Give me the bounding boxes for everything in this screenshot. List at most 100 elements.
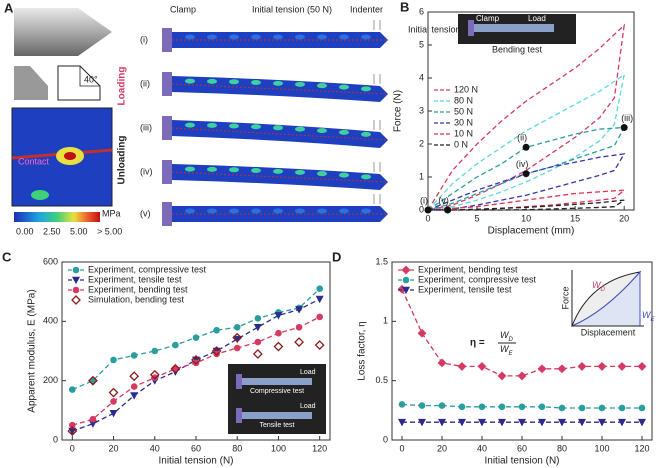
tension-label: Initial tension (50 N)	[252, 4, 332, 14]
stress-spot	[207, 78, 217, 84]
y-axis-label: Apparent modulus, E (MPa)	[27, 289, 38, 412]
marker	[109, 410, 118, 418]
legend-marker	[71, 276, 81, 285]
stress-spot	[185, 166, 195, 172]
legend-label: 30 N	[454, 117, 473, 127]
cone-render	[14, 8, 112, 56]
inset-beam	[474, 24, 554, 32]
y-tick-label: 400	[43, 316, 58, 326]
x-tick-label: 20	[109, 443, 119, 453]
y-tick-label: 1	[419, 171, 424, 181]
stress-spot	[229, 123, 239, 129]
legend-label: Experiment, compressive test	[88, 264, 207, 274]
beam-simulations: (i) (ii) (iii) (iv) (v)	[140, 20, 388, 226]
stress-spot	[207, 166, 217, 172]
series-line	[427, 189, 627, 211]
marker	[537, 418, 547, 427]
marker	[557, 364, 567, 374]
inset-text: Force	[560, 286, 570, 309]
stage-label: (iii)	[140, 122, 152, 132]
marker	[315, 295, 324, 304]
den: W	[500, 344, 510, 354]
y-axis-label: Loss factor, η	[357, 321, 368, 380]
panel-label: A	[4, 0, 14, 15]
marker	[518, 403, 526, 411]
indenter	[373, 20, 381, 30]
colorbar-ticks: 0.00 2.50 5.00 > 5.00	[16, 226, 122, 236]
y-tick-label: 600	[43, 256, 58, 266]
y-tick-label: 200	[43, 375, 58, 385]
stress-spot	[185, 78, 195, 84]
den-sub: E	[509, 351, 514, 357]
x-tick-label: 100	[271, 443, 286, 453]
inset	[228, 364, 326, 434]
x-tick-label: 100	[594, 443, 609, 453]
x-tick-label: 80	[557, 443, 567, 453]
stress-spot	[317, 208, 327, 214]
marker	[254, 338, 262, 346]
marker	[437, 418, 447, 427]
x-tick-label: 120	[634, 443, 649, 453]
marker	[398, 401, 406, 408]
clamp	[162, 116, 172, 140]
marker	[192, 334, 200, 341]
marker	[417, 328, 427, 338]
legend-marker	[401, 265, 411, 275]
marker	[151, 374, 159, 382]
y-tick-label: 1.5	[375, 256, 388, 266]
marker	[273, 341, 284, 352]
legend-label: Experiment, compressive test	[418, 274, 537, 284]
x-tick-label: 15	[570, 213, 580, 223]
stress-spot	[185, 208, 195, 214]
marker	[130, 392, 139, 400]
marker	[618, 404, 626, 412]
marker	[457, 418, 467, 427]
marker	[498, 403, 506, 411]
y-tick-label: 0	[383, 434, 388, 444]
stress-spot	[361, 86, 371, 92]
legend-label: Experiment, tensile test	[88, 274, 182, 284]
marker	[638, 404, 646, 412]
series-line	[427, 126, 626, 211]
stress-spot	[317, 83, 327, 89]
marker	[557, 418, 567, 427]
marker	[110, 398, 117, 405]
marker	[233, 323, 241, 331]
fe-hotspot-core	[64, 152, 76, 160]
marker	[274, 312, 283, 320]
marker	[497, 418, 507, 427]
legend-marker	[71, 295, 81, 305]
marker	[151, 347, 159, 355]
state-point	[522, 143, 530, 151]
x-tick-label: 0	[399, 443, 404, 453]
marker	[170, 363, 181, 374]
stress-spot	[339, 208, 349, 214]
x-axis-label: Initial tension (N)	[158, 456, 233, 467]
series-line	[428, 199, 625, 211]
legend-label: 50 N	[454, 106, 473, 116]
y-tick-label: 6	[419, 6, 424, 16]
tip-outline	[57, 65, 101, 101]
marker	[130, 352, 138, 359]
series-line	[427, 153, 626, 211]
marker	[597, 418, 607, 427]
stress-spot	[339, 84, 349, 90]
formula-den: WE	[500, 344, 514, 356]
stress-spot	[273, 168, 283, 174]
stress-spot	[185, 122, 195, 128]
y-axis-label: Force (N)	[393, 90, 404, 132]
state-point	[424, 206, 432, 214]
marker	[191, 354, 201, 365]
panel-label: B	[400, 0, 409, 14]
state-label: (iii)	[621, 113, 633, 123]
inset-text: Bending test	[492, 44, 543, 54]
inset-text: Load	[300, 403, 316, 410]
series-line	[427, 73, 626, 211]
state-label: (iv)	[516, 159, 529, 169]
marker	[637, 418, 647, 427]
inset-text: WE	[642, 310, 656, 322]
y-tick-label: 0	[419, 204, 424, 214]
stress-spot	[229, 208, 239, 214]
y-tick-label: 5	[419, 39, 424, 49]
